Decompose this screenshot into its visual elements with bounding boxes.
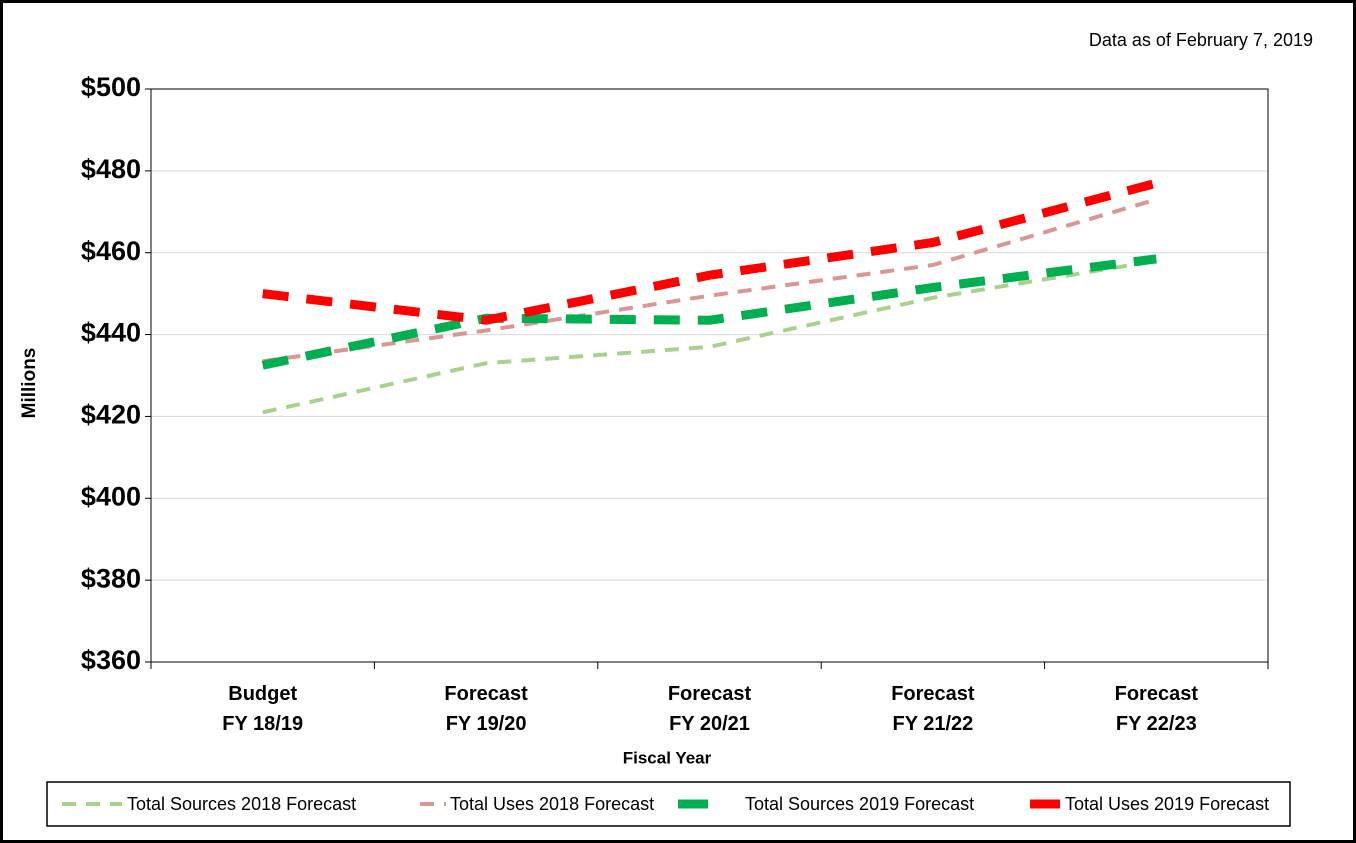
x-tick-label-line: FY 19/20 [446, 713, 527, 735]
y-tick-label: $380 [81, 563, 141, 593]
legend-label: Total Uses 2019 Forecast [1065, 794, 1269, 814]
x-tick-label: Forecast FY 19/20 [444, 683, 528, 735]
x-tick-label: Budget FY 18/19 [222, 683, 303, 735]
x-tick-label-line: Forecast [1115, 683, 1199, 705]
y-tick-label: $480 [81, 154, 141, 184]
x-tick-label: Forecast FY 20/21 [668, 683, 752, 735]
y-tick-label: $460 [81, 236, 141, 266]
y-axis-label: Millions [19, 348, 40, 419]
series-line [262, 258, 1157, 415]
series-line [262, 178, 1158, 325]
note: Data as of February 7, 2019 [1089, 30, 1313, 50]
x-axis-label: Fiscal Year [623, 748, 712, 767]
x-tick-label-line: FY 18/19 [222, 713, 303, 735]
legend [46, 781, 1291, 827]
series-line [261, 254, 1157, 370]
x-tick-label-line: FY 21/22 [892, 713, 973, 735]
x-tick-label: Forecast FY 22/23 [1115, 683, 1199, 735]
legend-label: Total Uses 2018 Forecast [450, 794, 654, 814]
y-tick-label: $500 [81, 72, 141, 102]
series-line [262, 197, 1157, 364]
legend-label: Total Sources 2018 Forecast [127, 794, 356, 814]
plot-border [150, 88, 1269, 663]
y-tick-label: $400 [81, 481, 141, 511]
x-tick-label-line: Forecast [444, 683, 528, 705]
y-tick-label: $420 [81, 400, 141, 430]
x-tick-label-line: FY 20/21 [669, 713, 750, 735]
x-tick-label-line: Forecast [891, 683, 975, 705]
y-tick-label: $440 [81, 318, 141, 348]
y-tick-label: $360 [81, 645, 141, 675]
x-tick-label: Forecast FY 21/22 [891, 683, 975, 735]
x-tick-label-line: Budget [228, 683, 297, 705]
x-tick-label-line: Forecast [668, 683, 752, 705]
x-tick-label-line: FY 22/23 [1116, 713, 1197, 735]
legend-label: Total Sources 2019 Forecast [745, 794, 974, 814]
